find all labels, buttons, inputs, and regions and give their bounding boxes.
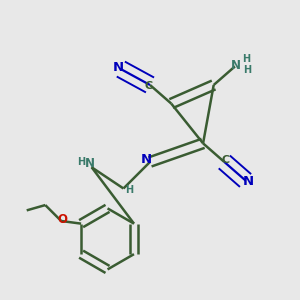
Text: N: N: [140, 153, 152, 166]
Text: N: N: [85, 157, 95, 170]
Text: H: H: [244, 64, 252, 75]
Text: C: C: [145, 81, 153, 91]
Text: N: N: [112, 61, 124, 74]
Text: O: O: [58, 213, 68, 226]
Text: H: H: [125, 185, 133, 195]
Text: H: H: [77, 157, 86, 167]
Text: N: N: [231, 58, 241, 72]
Text: H: H: [242, 54, 250, 64]
Text: N: N: [243, 175, 254, 188]
Text: C: C: [222, 155, 230, 165]
